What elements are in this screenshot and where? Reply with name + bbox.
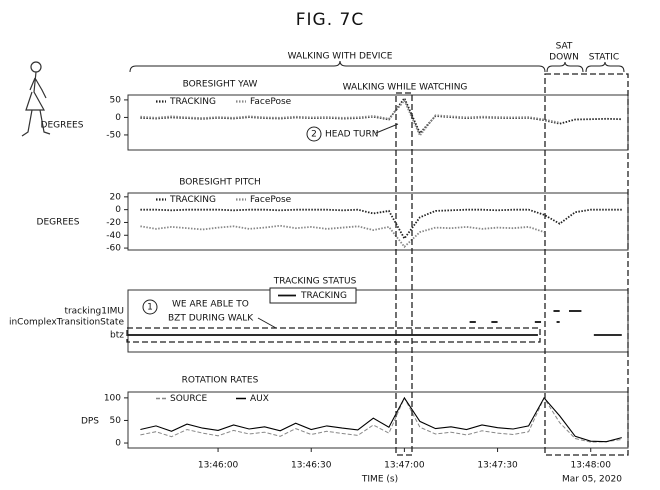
static-brace [585,61,625,73]
x-tick-label: 13:46:30 [291,461,332,471]
panel-title: TRACKING STATUS [273,277,357,287]
state-label: tracking1IMU [64,307,124,317]
static-box [544,73,629,456]
series-line [140,224,545,249]
annotation-number: 2 [311,130,317,140]
annotation: HEAD TURN [325,130,378,140]
annotation: WALKING WHILE WATCHING [343,83,468,93]
span-label: SAT [556,42,573,52]
x-tick-label: 13:47:30 [477,461,518,471]
panel-title: BORESIGHT PITCH [179,178,261,188]
state-label: inComplexTransitionState [9,318,124,328]
legend-background [150,194,320,205]
y-tick-label: 50 [110,95,122,105]
annotation-arrow [375,123,399,134]
annotation-arrow [257,317,277,329]
panel-title: ROTATION RATES [182,376,259,386]
legend-label: TRACKING [169,195,216,205]
x-tick-label: 13:46:00 [198,461,239,471]
walking-brace [129,60,546,73]
y-tick-label: 0 [115,439,121,449]
legend-label: FacePose [250,97,292,107]
legend-label: SOURCE [170,394,207,404]
annotation-circle [306,126,322,142]
legend-label: AUX [250,394,269,404]
span-label: DOWN [549,53,579,63]
y-tick-label: 100 [104,393,121,403]
state-label: btz [110,331,124,341]
y-tick-label: -40 [106,231,121,241]
legend-background [150,96,320,107]
y-tick-label: 50 [110,416,122,426]
x-axis-label: TIME (s) [361,475,398,485]
btz-box [126,327,541,343]
y-tick-label: -20 [106,218,121,228]
y-axis-label: DPS [81,417,99,427]
annotation-circle [142,299,158,315]
person-icon [21,61,51,137]
panel-title: BORESIGHT YAW [183,80,258,90]
legend-label: FacePose [250,195,292,205]
y-axis-label: DEGREES [37,218,80,228]
annotation: WE ARE ABLE TO [172,300,249,310]
sat-brace [546,61,584,73]
annotation-number: 1 [147,303,153,313]
span-label: STATIC [589,53,619,63]
annotation: BZT DURING WALK [168,314,254,324]
date-label: Mar 05, 2020 [562,475,622,485]
span-label: WALKING WITH DEVICE [288,52,393,62]
highlight-boxes [126,73,629,456]
x-tick-label: 13:47:00 [384,461,425,471]
y-tick-label: 0 [115,205,121,215]
y-tick-label: 0 [115,113,121,123]
legend-box [269,287,357,304]
legend-label: TRACKING [300,291,347,301]
legend-background [150,393,320,404]
series-line [140,208,622,241]
series-line [140,98,560,138]
y-axis-label: DEGREES [41,121,84,131]
series-line [140,396,622,443]
y-tick-label: -50 [106,130,121,140]
y-tick-label: 20 [110,192,122,202]
braces [129,60,625,73]
x-tick-label: 13:48:00 [571,461,612,471]
y-tick-label: -60 [106,244,121,254]
legend-label: TRACKING [169,97,216,107]
figure-title: FIG. 7C [296,10,364,30]
